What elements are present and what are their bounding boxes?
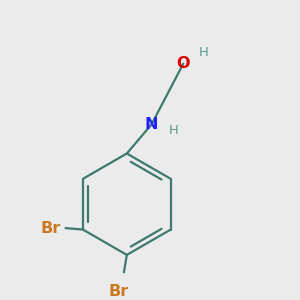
Text: H: H — [168, 124, 178, 137]
Text: H: H — [199, 46, 208, 59]
Text: Br: Br — [108, 284, 128, 298]
Text: O: O — [177, 56, 190, 71]
Text: N: N — [145, 117, 158, 132]
Text: Br: Br — [41, 220, 61, 236]
